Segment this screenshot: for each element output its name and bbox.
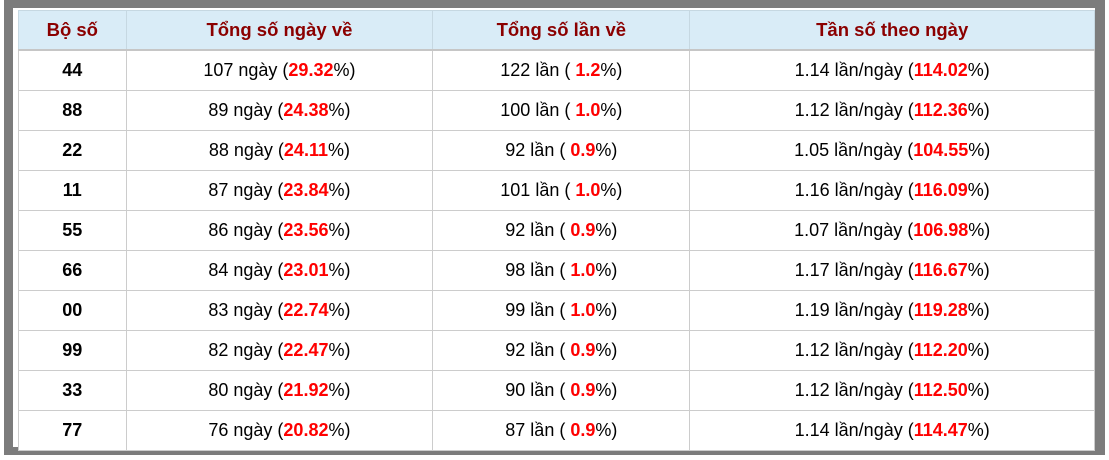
header-pair: Bộ số xyxy=(18,10,127,51)
cell-days: 82 ngày (22.47%) xyxy=(125,330,434,371)
cell-freq: 1.07 lần/ngày (106.98%) xyxy=(689,210,1095,251)
table-row: 11 87 ngày (23.84%) 101 lần ( 1.0%) 1.16 lầ… xyxy=(18,170,1095,211)
cell-pair: 99 xyxy=(18,330,127,371)
cell-freq: 1.16 lần/ngày (116.09%) xyxy=(689,170,1095,211)
highlight-percentage: 0.9 xyxy=(570,380,596,400)
highlight-percentage: 20.82 xyxy=(283,420,329,440)
header-row: Bộ số Tổng số ngày về Tổng số lần về Tần… xyxy=(18,10,1095,51)
table-row: 77 76 ngày (20.82%) 87 lần ( 0.9%) 1.14 lần… xyxy=(18,410,1095,451)
cell-pair: 77 xyxy=(18,410,127,451)
table-row: 22 88 ngày (24.11%) 92 lần ( 0.9%) 1.05 lần… xyxy=(18,130,1095,171)
table-row: 44 107 ngày (29.32%) 122 lần ( 1.2%) 1.14 l… xyxy=(18,49,1095,91)
cell-freq: 1.12 lần/ngày (112.20%) xyxy=(689,330,1095,371)
highlight-percentage: 1.0 xyxy=(575,100,601,120)
table-row: 00 83 ngày (22.74%) 99 lần ( 1.0%) 1.19 lần… xyxy=(18,290,1095,331)
cell-days: 84 ngày (23.01%) xyxy=(125,250,434,291)
cell-freq: 1.12 lần/ngày (112.50%) xyxy=(689,370,1095,411)
cell-days: 80 ngày (21.92%) xyxy=(125,370,434,411)
cell-times: 101 lần ( 1.0%) xyxy=(432,170,691,211)
highlight-percentage: 114.02 xyxy=(913,60,968,80)
highlight-percentage: 24.11 xyxy=(283,140,328,160)
cell-pair: 11 xyxy=(18,170,127,211)
highlight-percentage: 0.9 xyxy=(570,340,596,360)
header-times: Tổng số lần về xyxy=(432,10,691,51)
cell-freq: 1.05 lần/ngày (104.55%) xyxy=(689,130,1095,171)
highlight-percentage: 1.2 xyxy=(575,60,601,80)
cell-times: 100 lần ( 1.0%) xyxy=(432,90,691,131)
highlight-percentage: 104.55 xyxy=(913,140,969,160)
cell-times: 92 lần ( 0.9%) xyxy=(432,210,691,251)
cell-times: 92 lần ( 0.9%) xyxy=(432,130,691,171)
cell-times: 98 lần ( 1.0%) xyxy=(432,250,691,291)
table-frame: Bộ số Tổng số ngày về Tổng số lần về Tần… xyxy=(4,0,1105,455)
highlight-percentage: 119.28 xyxy=(913,300,968,320)
table-row: 99 82 ngày (22.47%) 92 lần ( 0.9%) 1.12 lần… xyxy=(18,330,1095,371)
cell-pair: 88 xyxy=(18,90,127,131)
table-frame-inner: Bộ số Tổng số ngày về Tổng số lần về Tần… xyxy=(13,8,1095,451)
stats-table-body: 44 107 ngày (29.32%) 122 lần ( 1.2%) 1.14 l… xyxy=(18,49,1095,451)
highlight-percentage: 114.47 xyxy=(913,420,968,440)
cell-times: 92 lần ( 0.9%) xyxy=(432,330,691,371)
cell-pair: 66 xyxy=(18,250,127,291)
table-row: 33 80 ngày (21.92%) 90 lần ( 0.9%) 1.12 lần… xyxy=(18,370,1095,411)
highlight-percentage: 112.50 xyxy=(913,380,968,400)
cell-days: 86 ngày (23.56%) xyxy=(125,210,434,251)
cell-pair: 00 xyxy=(18,290,127,331)
highlight-percentage: 1.0 xyxy=(575,180,601,200)
cell-times: 99 lần ( 1.0%) xyxy=(432,290,691,331)
cell-times: 122 lần ( 1.2%) xyxy=(432,49,691,91)
highlight-percentage: 21.92 xyxy=(283,380,329,400)
highlight-percentage: 22.74 xyxy=(283,300,329,320)
table-row: 66 84 ngày (23.01%) 98 lần ( 1.0%) 1.17 lần… xyxy=(18,250,1095,291)
cell-days: 83 ngày (22.74%) xyxy=(125,290,434,331)
cell-days: 87 ngày (23.84%) xyxy=(125,170,434,211)
cell-freq: 1.14 lần/ngày (114.47%) xyxy=(689,410,1095,451)
highlight-percentage: 0.9 xyxy=(570,220,596,240)
highlight-percentage: 29.32 xyxy=(288,60,334,80)
highlight-percentage: 116.67 xyxy=(913,260,968,280)
highlight-percentage: 106.98 xyxy=(913,220,969,240)
table-row: 55 86 ngày (23.56%) 92 lần ( 0.9%) 1.07 lần… xyxy=(18,210,1095,251)
cell-times: 87 lần ( 0.9%) xyxy=(432,410,691,451)
table-row: 88 89 ngày (24.38%) 100 lần ( 1.0%) 1.12 lầ… xyxy=(18,90,1095,131)
header-days: Tổng số ngày về xyxy=(125,10,434,51)
cell-pair: 44 xyxy=(18,49,127,91)
highlight-percentage: 116.09 xyxy=(913,180,968,200)
highlight-percentage: 22.47 xyxy=(283,340,329,360)
lottery-stats-table: Bộ số Tổng số ngày về Tổng số lần về Tần… xyxy=(18,10,1095,451)
cell-freq: 1.17 lần/ngày (116.67%) xyxy=(689,250,1095,291)
cell-times: 90 lần ( 0.9%) xyxy=(432,370,691,411)
cell-days: 76 ngày (20.82%) xyxy=(125,410,434,451)
highlight-percentage: 23.84 xyxy=(283,180,329,200)
cell-freq: 1.19 lần/ngày (119.28%) xyxy=(689,290,1095,331)
highlight-percentage: 0.9 xyxy=(570,420,596,440)
highlight-percentage: 1.0 xyxy=(570,260,596,280)
cell-days: 107 ngày (29.32%) xyxy=(125,49,434,91)
highlight-percentage: 23.01 xyxy=(283,260,329,280)
cell-freq: 1.14 lần/ngày (114.02%) xyxy=(689,49,1095,91)
highlight-percentage: 23.56 xyxy=(283,220,329,240)
highlight-percentage: 112.36 xyxy=(913,100,968,120)
cell-pair: 55 xyxy=(18,210,127,251)
highlight-percentage: 112.20 xyxy=(913,340,968,360)
cell-days: 89 ngày (24.38%) xyxy=(125,90,434,131)
cell-freq: 1.12 lần/ngày (112.36%) xyxy=(689,90,1095,131)
cell-days: 88 ngày (24.11%) xyxy=(125,130,434,171)
header-freq: Tần số theo ngày xyxy=(689,10,1095,51)
cell-pair: 22 xyxy=(18,130,127,171)
highlight-percentage: 0.9 xyxy=(570,140,596,160)
cell-pair: 33 xyxy=(18,370,127,411)
highlight-percentage: 1.0 xyxy=(570,300,596,320)
highlight-percentage: 24.38 xyxy=(283,100,329,120)
